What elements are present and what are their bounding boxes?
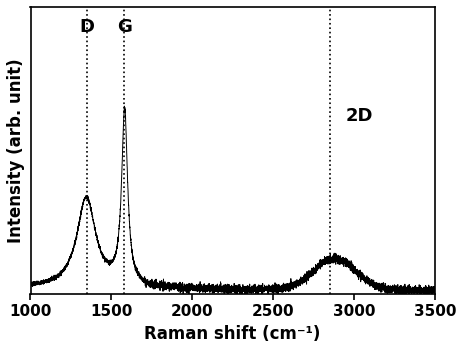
Text: G: G (117, 19, 132, 36)
X-axis label: Raman shift (cm⁻¹): Raman shift (cm⁻¹) (144, 325, 321, 343)
Text: 2D: 2D (346, 107, 373, 125)
Y-axis label: Intensity (arb. unit): Intensity (arb. unit) (7, 58, 25, 243)
Text: D: D (80, 19, 94, 36)
